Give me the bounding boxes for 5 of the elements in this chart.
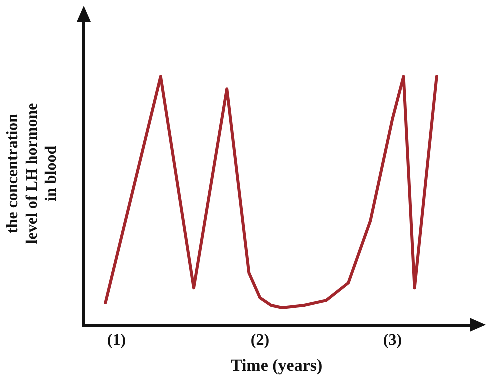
x-axis-title: Time (years) [230, 356, 323, 376]
x-tick-label: (2) [250, 332, 270, 350]
x-tick-label: (3) [383, 332, 402, 350]
y-axis-title: the concentration level of LH hormone in blood [4, 103, 60, 244]
x-tick-label: (1) [107, 332, 126, 350]
